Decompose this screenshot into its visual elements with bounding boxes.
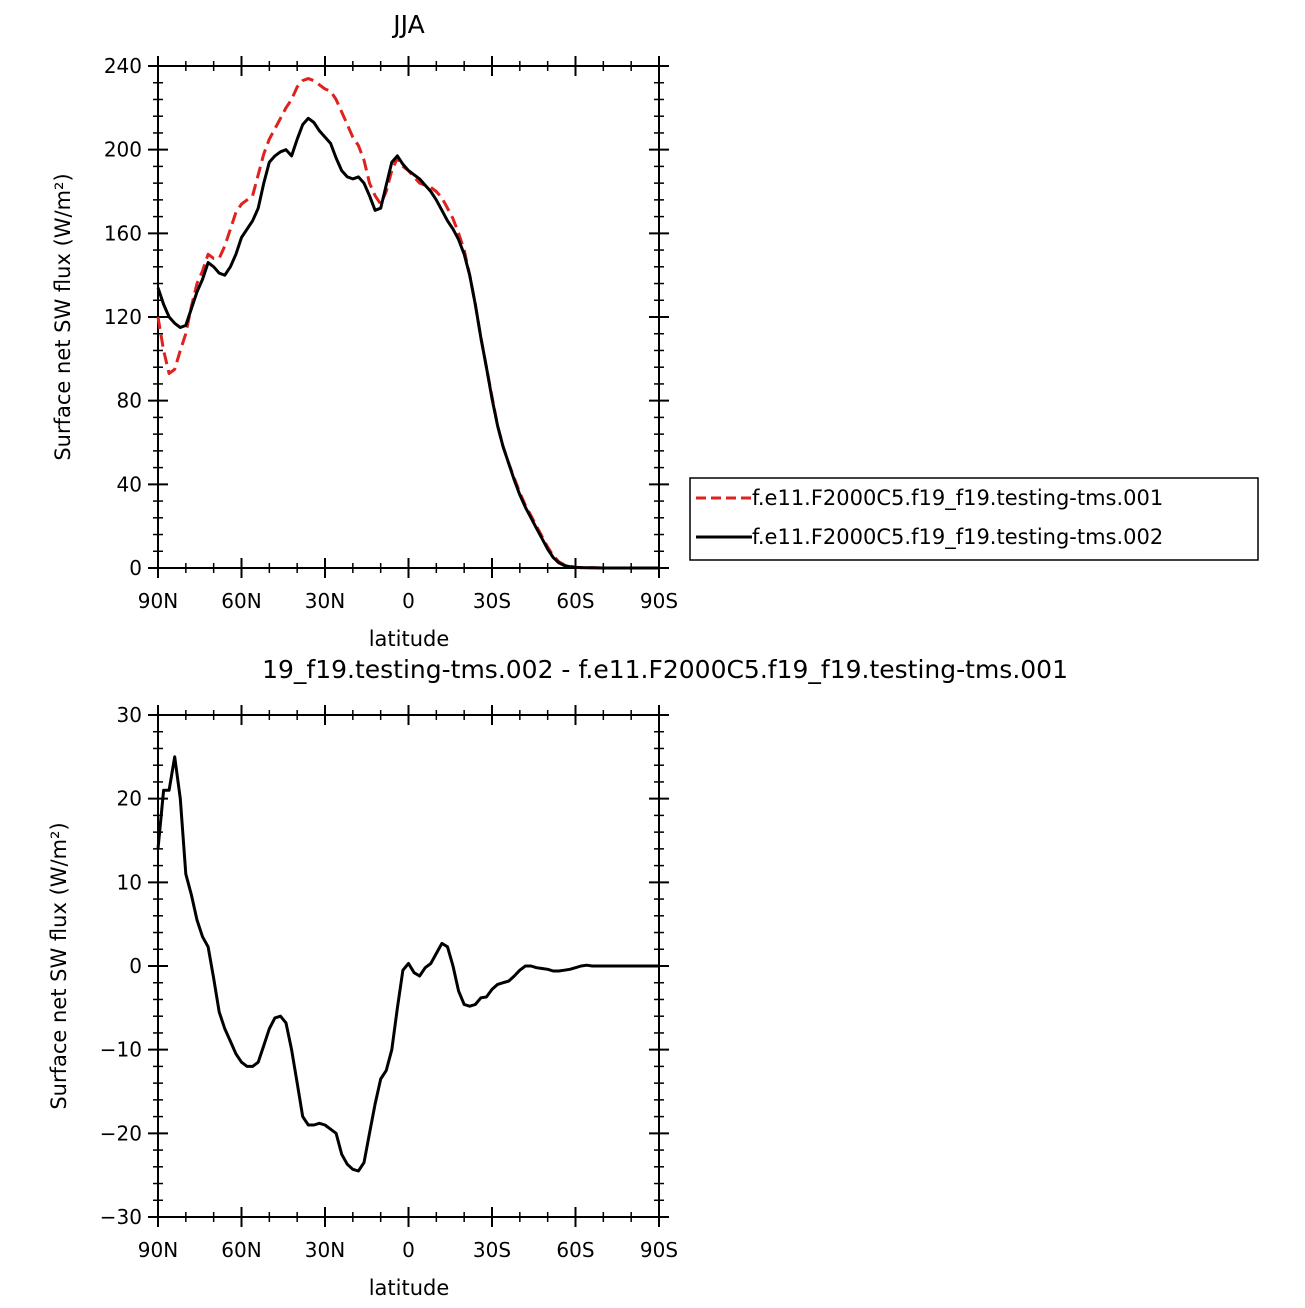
legend-box	[689, 477, 1259, 561]
y-tick-label: 10	[117, 870, 142, 894]
top-y-axis-label: Surface net SW flux (W/m²)	[51, 173, 75, 460]
y-tick-label: 120	[104, 305, 142, 329]
y-tick-label: 0	[129, 556, 142, 580]
bottom-axis-ticks	[148, 705, 669, 1227]
series-line-1	[156, 77, 659, 570]
y-tick-label: 200	[104, 138, 142, 162]
x-tick-label: 30S	[473, 1238, 511, 1262]
top-series-lines	[156, 77, 659, 570]
y-tick-label: 20	[117, 787, 142, 811]
bottom-panel-title: 19_f19.testing-tms.002 - f.e11.F2000C5.f…	[262, 655, 1068, 684]
legend-label-series-2: f.e11.F2000C5.f19_f19.testing-tms.002	[752, 525, 1163, 550]
x-tick-label: 0	[402, 589, 415, 613]
top-plot-frame	[157, 65, 660, 569]
top-y-tick-labels: 0 40 80 120 160 200 240	[104, 54, 142, 580]
y-tick-label: −20	[100, 1121, 142, 1145]
x-tick-label: 90N	[138, 589, 178, 613]
x-tick-label: 60S	[556, 589, 594, 613]
y-tick-label: −30	[100, 1205, 142, 1229]
y-tick-label: 0	[129, 954, 142, 978]
x-tick-label: 60S	[556, 1238, 594, 1262]
x-tick-label: 30N	[305, 589, 345, 613]
legend: f.e11.F2000C5.f19_f19.testing-tms.001 f.…	[689, 477, 1259, 561]
top-x-tick-labels: 90N 60N 30N 0 30S 60S 90S	[138, 589, 678, 613]
y-tick-label: 240	[104, 54, 142, 78]
x-tick-label: 60N	[221, 1238, 261, 1262]
bottom-panel: 19_f19.testing-tms.002 - f.e11.F2000C5.f…	[47, 655, 1068, 1300]
x-tick-label: 90S	[640, 1238, 678, 1262]
y-tick-label: 40	[117, 472, 142, 496]
y-tick-label: −10	[100, 1038, 142, 1062]
series-line-1	[156, 755, 659, 1173]
legend-label-series-1: f.e11.F2000C5.f19_f19.testing-tms.001	[752, 486, 1163, 511]
top-axis-ticks	[148, 56, 669, 578]
x-tick-label: 30N	[305, 1238, 345, 1262]
y-tick-label: 80	[117, 389, 142, 413]
top-panel-title: JJA	[391, 10, 424, 39]
top-x-axis-label: latitude	[369, 627, 450, 651]
bottom-y-tick-labels: −30 −20 −10 0 10 20 30	[100, 703, 142, 1229]
y-tick-label: 30	[117, 703, 142, 727]
bottom-x-tick-labels: 90N 60N 30N 0 30S 60S 90S	[138, 1238, 678, 1262]
x-tick-label: 30S	[473, 589, 511, 613]
bottom-y-axis-label: Surface net SW flux (W/m²)	[47, 822, 71, 1109]
x-tick-label: 0	[402, 1238, 415, 1262]
y-tick-label: 160	[104, 221, 142, 245]
x-tick-label: 60N	[221, 589, 261, 613]
x-tick-label: 90N	[138, 1238, 178, 1262]
x-tick-label: 90S	[640, 589, 678, 613]
series-line-2	[156, 116, 659, 570]
bottom-x-axis-label: latitude	[369, 1276, 450, 1300]
bottom-series-lines	[156, 755, 659, 1173]
